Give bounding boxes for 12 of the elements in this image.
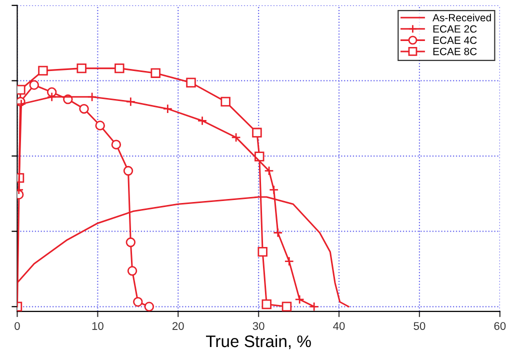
legend-label: As-Received [432, 14, 491, 22]
x-tick-label: 40 [333, 322, 345, 330]
x-tick-label: 30 [252, 322, 264, 330]
legend-label: ECAE 2C [433, 25, 477, 33]
x-axis-title: True Strain, % [206, 334, 311, 350]
x-tick-label: 60 [494, 322, 506, 330]
x-tick-label: 20 [172, 322, 184, 330]
x-tick-label: 10 [92, 322, 104, 330]
x-tick-label: 50 [414, 322, 426, 330]
x-tick-label: 0 [14, 322, 20, 330]
legend-label: ECAE 8C [433, 48, 477, 56]
legend-label: ECAE 4C [433, 36, 477, 44]
